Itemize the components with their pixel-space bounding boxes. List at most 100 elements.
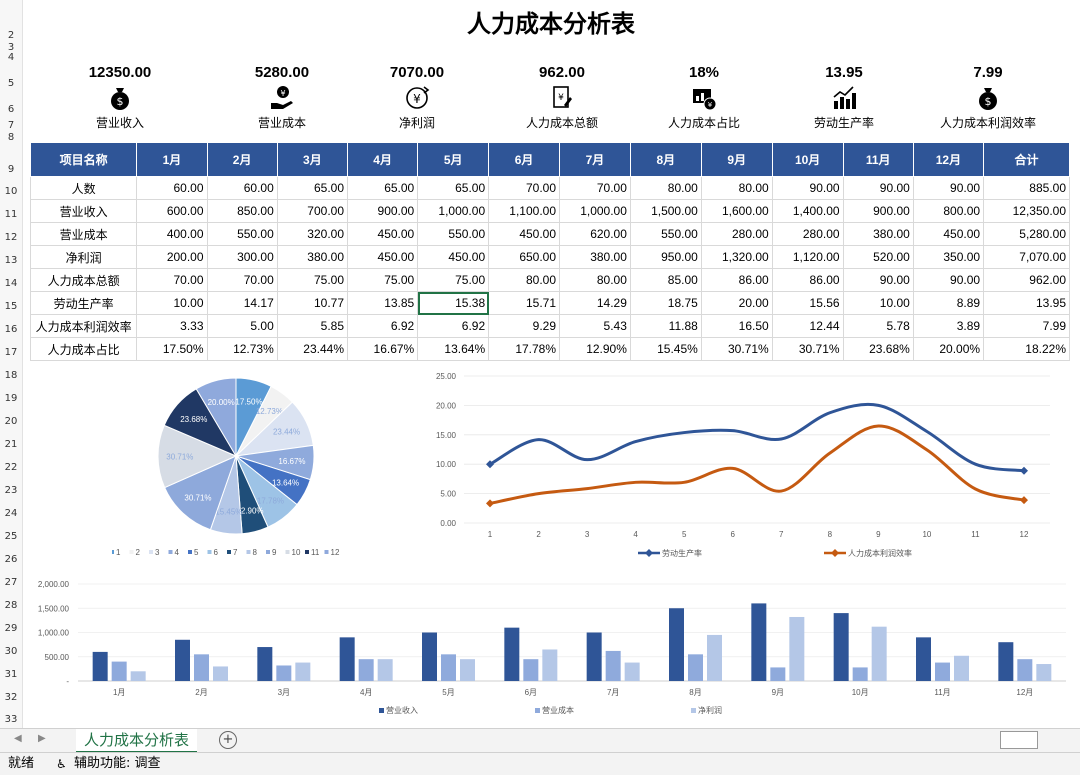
table-cell[interactable]: 650.00 bbox=[488, 245, 561, 269]
table-cell[interactable]: 962.00 bbox=[983, 268, 1070, 292]
row-number[interactable]: 30 bbox=[4, 646, 18, 657]
line-point[interactable] bbox=[486, 460, 494, 469]
table-cell[interactable]: 550.00 bbox=[629, 222, 702, 246]
bar[interactable] bbox=[916, 637, 931, 681]
row-number[interactable]: 14 bbox=[4, 278, 18, 289]
column-header[interactable]: 4月 bbox=[346, 142, 419, 177]
row-number[interactable]: 22 bbox=[4, 462, 18, 473]
bar[interactable] bbox=[1036, 664, 1052, 681]
column-header[interactable]: 9月 bbox=[700, 142, 773, 177]
table-cell[interactable]: 280.00 bbox=[700, 222, 773, 246]
bar[interactable] bbox=[504, 627, 520, 681]
table-cell[interactable]: 10.77 bbox=[276, 291, 349, 315]
table-cell[interactable]: 75.00 bbox=[417, 268, 490, 292]
row-number[interactable]: 6 bbox=[7, 104, 15, 115]
bar[interactable] bbox=[789, 616, 805, 681]
row-number[interactable]: 27 bbox=[4, 577, 18, 588]
bar[interactable] bbox=[833, 613, 849, 681]
bar[interactable] bbox=[441, 654, 456, 681]
table-cell[interactable]: 7.99 bbox=[983, 314, 1070, 338]
table-cell[interactable]: 300.00 bbox=[206, 245, 278, 269]
table-cell[interactable]: 1,100.00 bbox=[488, 199, 561, 223]
table-cell[interactable]: 10.00 bbox=[136, 291, 208, 315]
table-cell[interactable]: 12.73% bbox=[206, 337, 278, 361]
table-cell[interactable]: 5.85 bbox=[276, 314, 349, 338]
bar[interactable] bbox=[954, 655, 969, 681]
bar[interactable] bbox=[605, 650, 621, 681]
table-cell[interactable]: 450.00 bbox=[488, 222, 561, 246]
line-series[interactable] bbox=[489, 402, 1025, 473]
bar[interactable] bbox=[624, 662, 640, 681]
table-cell[interactable]: 550.00 bbox=[206, 222, 278, 246]
table-cell[interactable]: 800.00 bbox=[912, 199, 985, 223]
tab-scroll-right-icon[interactable]: ▶ bbox=[38, 733, 46, 744]
row-number[interactable]: 21 bbox=[4, 439, 18, 450]
table-cell[interactable]: 700.00 bbox=[276, 199, 349, 223]
bar[interactable] bbox=[460, 659, 475, 681]
table-cell[interactable]: 6.92 bbox=[346, 314, 419, 338]
column-header[interactable]: 2月 bbox=[206, 142, 278, 177]
column-header[interactable]: 1月 bbox=[136, 142, 208, 177]
table-cell[interactable]: 1,600.00 bbox=[700, 199, 773, 223]
row-number[interactable]: 8 bbox=[7, 132, 15, 143]
bar[interactable] bbox=[998, 642, 1014, 681]
table-cell[interactable]: 60.00 bbox=[206, 176, 278, 200]
bar[interactable] bbox=[871, 626, 887, 681]
row-label-cell[interactable]: 劳动生产率 bbox=[29, 291, 138, 315]
pie-chart[interactable]: 17.50%12.73% 23.44% 16.67% 13.64% 17.78%12.9… bbox=[112, 370, 392, 570]
table-cell[interactable]: 380.00 bbox=[276, 245, 349, 269]
table-cell[interactable]: 70.00 bbox=[136, 268, 208, 292]
table-cell[interactable]: 350.00 bbox=[912, 245, 985, 269]
table-cell[interactable]: 450.00 bbox=[417, 245, 490, 269]
row-number[interactable]: 24 bbox=[4, 508, 18, 519]
table-cell[interactable]: 23.68% bbox=[842, 337, 914, 361]
row-number[interactable]: 31 bbox=[4, 669, 18, 680]
bar[interactable] bbox=[542, 649, 558, 681]
table-cell[interactable]: 9.29 bbox=[488, 314, 561, 338]
table-cell[interactable]: 10.00 bbox=[842, 291, 914, 315]
table-cell[interactable]: 90.00 bbox=[912, 268, 985, 292]
table-cell[interactable]: 5,280.00 bbox=[983, 222, 1070, 246]
column-header[interactable]: 6月 bbox=[488, 142, 561, 177]
table-cell[interactable]: 90.00 bbox=[771, 176, 844, 200]
table-cell[interactable]: 1,500.00 bbox=[629, 199, 702, 223]
table-cell[interactable]: 86.00 bbox=[771, 268, 844, 292]
table-cell[interactable]: 550.00 bbox=[417, 222, 490, 246]
table-cell[interactable]: 1,000.00 bbox=[559, 199, 631, 223]
table-cell[interactable]: 900.00 bbox=[346, 199, 419, 223]
worksheet[interactable]: 人力成本分析表 12350.00 $ 营业收入 5280.00 ¥ 营业成本 7070.00… bbox=[22, 0, 1080, 728]
bar[interactable] bbox=[586, 632, 602, 682]
column-header[interactable]: 合计 bbox=[983, 142, 1070, 177]
table-cell[interactable]: 900.00 bbox=[842, 199, 914, 223]
table-cell[interactable]: 7,070.00 bbox=[983, 245, 1070, 269]
bar[interactable] bbox=[175, 639, 190, 681]
table-cell[interactable]: 90.00 bbox=[842, 268, 914, 292]
table-cell[interactable]: 90.00 bbox=[912, 176, 985, 200]
table-cell[interactable]: 12.44 bbox=[771, 314, 844, 338]
column-header[interactable]: 8月 bbox=[629, 142, 702, 177]
row-number[interactable]: 15 bbox=[4, 301, 18, 312]
row-number[interactable]: 23 bbox=[4, 485, 18, 496]
bar[interactable] bbox=[194, 654, 209, 681]
horizontal-scrollbar[interactable] bbox=[1000, 731, 1038, 749]
table-cell[interactable]: 3.89 bbox=[912, 314, 985, 338]
column-header[interactable]: 7月 bbox=[559, 142, 631, 177]
row-number[interactable]: 3 bbox=[7, 42, 15, 53]
column-header[interactable]: 12月 bbox=[912, 142, 985, 177]
table-cell[interactable]: 13.64% bbox=[417, 337, 490, 361]
table-cell[interactable]: 14.29 bbox=[559, 291, 631, 315]
row-number[interactable]: 7 bbox=[7, 120, 15, 131]
row-number[interactable]: 28 bbox=[4, 600, 18, 611]
table-cell[interactable]: 80.00 bbox=[629, 176, 702, 200]
row-number[interactable]: 17 bbox=[4, 347, 18, 358]
bar[interactable] bbox=[111, 661, 127, 681]
row-number[interactable]: 19 bbox=[4, 393, 18, 404]
plus-circle-icon[interactable]: + bbox=[219, 731, 237, 749]
line-point[interactable] bbox=[1020, 466, 1028, 475]
row-label-cell[interactable]: 营业成本 bbox=[29, 222, 138, 246]
table-cell[interactable]: 320.00 bbox=[276, 222, 349, 246]
row-number[interactable]: 9 bbox=[7, 164, 15, 175]
accessibility-icon[interactable]: ♿ bbox=[56, 757, 67, 771]
table-cell[interactable]: 65.00 bbox=[346, 176, 419, 200]
